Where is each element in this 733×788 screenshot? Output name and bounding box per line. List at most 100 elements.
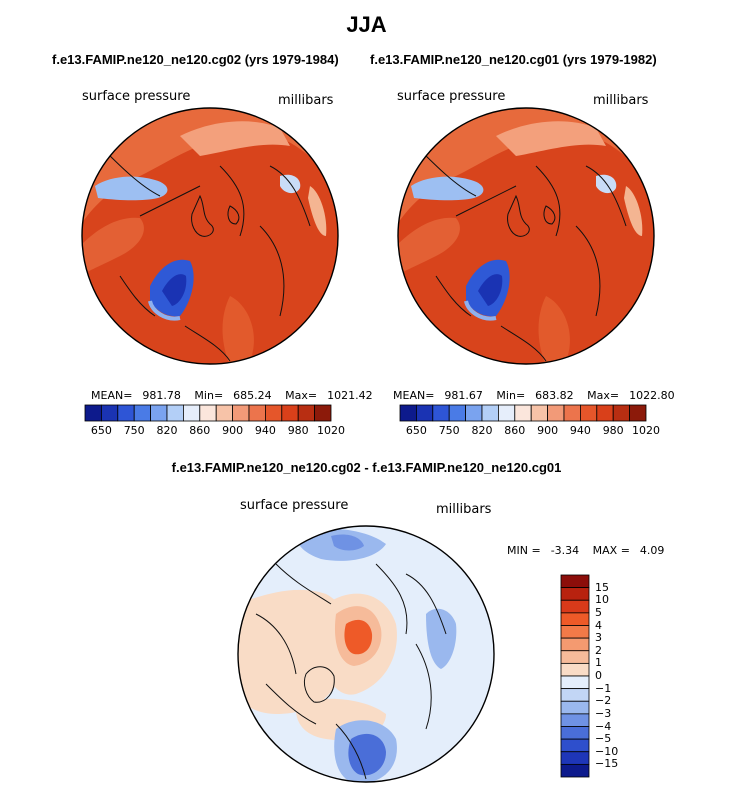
right-colorbar-box <box>629 404 647 422</box>
left-colorbar-box <box>199 404 217 422</box>
left-colorbar-box <box>232 404 250 422</box>
left-colorbar-box <box>314 404 332 422</box>
diff-colorbar-box <box>560 713 590 727</box>
left-map-land-w <box>82 217 144 276</box>
diff-colorbar-tick-label: 15 <box>595 580 609 594</box>
diff-variable-label: surface pressure <box>240 498 349 513</box>
left-colorbar-tick-label: 940 <box>254 424 276 437</box>
diff-colorbar-box <box>560 751 590 765</box>
right-map-low-north <box>411 176 484 201</box>
right-colorbar-box <box>530 404 548 422</box>
diff-map-positive-west <box>238 589 350 714</box>
right-colorbar-tick-label: 1020 <box>632 424 660 437</box>
diff-colorbar-tick-label: −4 <box>595 719 612 733</box>
diff-map-neg-south-core <box>348 733 386 776</box>
diff-colorbar-box <box>560 612 590 626</box>
left-min-value: 685.24 <box>233 389 272 402</box>
left-colorbar-labels: 650 750 820 860 900 940 980 1020 <box>85 424 345 438</box>
diff-colorbar-tick-label: −1 <box>595 681 612 695</box>
diff-colorbar-box <box>560 763 590 778</box>
right-units-label: millibars <box>593 93 649 108</box>
left-units-label: millibars <box>278 93 334 108</box>
right-variable-label: surface pressure <box>397 89 506 104</box>
right-min-value: 683.82 <box>535 389 574 402</box>
diff-colorbar-box <box>560 675 590 690</box>
diff-min-label: MIN = <box>507 544 541 557</box>
right-colorbar-box <box>563 404 581 422</box>
right-colorbar-tick-label: 940 <box>569 424 591 437</box>
left-colorbar-box <box>133 404 152 422</box>
right-map-greenland-core <box>478 274 503 306</box>
right-colorbar-box <box>498 404 516 422</box>
diff-colorbar-tick-label: 4 <box>595 618 602 632</box>
right-mean-value: 981.67 <box>444 389 483 402</box>
diff-colorbar-box <box>560 625 590 639</box>
diff-units-label: millibars <box>436 502 492 517</box>
diff-colorbar-box <box>560 726 590 740</box>
diff-colorbar <box>560 574 590 778</box>
left-colorbar-tick-label: 1020 <box>317 424 345 437</box>
right-max-label: Max= <box>587 389 620 402</box>
left-mean-label: MEAN= <box>91 389 133 402</box>
left-colorbar-tick-label: 650 <box>90 424 112 437</box>
right-map-land-w <box>398 217 460 276</box>
right-map-border <box>397 107 655 365</box>
diff-colorbar-box <box>560 738 590 753</box>
right-colorbar-tick-label: 750 <box>438 424 460 437</box>
right-colorbar-box <box>579 404 598 422</box>
right-map-plateau <box>496 121 606 156</box>
diff-map-neg-east <box>426 608 457 669</box>
diff-colorbar-tick-label: −15 <box>595 757 619 771</box>
left-map <box>81 107 339 365</box>
right-map-coastlines <box>415 145 627 362</box>
diff-map-pos-max <box>344 619 373 655</box>
right-colorbar-box <box>514 404 532 422</box>
right-colorbar-box <box>612 404 630 422</box>
diff-minmax: MIN = -3.34 MAX = 4.09 <box>507 544 674 557</box>
left-colorbar-tick-label: 820 <box>156 424 178 437</box>
left-colorbar-box <box>100 404 119 422</box>
left-colorbar-box <box>281 404 299 422</box>
left-map-greenland-core <box>162 274 187 306</box>
diff-colorbar-labels: 15 10 5 4 3 2 1 0 −1 −2 −3 −4 −5 −10 −15 <box>595 575 635 777</box>
main-title: JJA <box>346 12 387 37</box>
right-map-islands <box>507 194 556 237</box>
diff-colorbar-box <box>560 688 590 702</box>
right-colorbar-tick-label: 650 <box>405 424 427 437</box>
left-map-greenland-edge <box>148 300 181 321</box>
diff-colorbar-box <box>560 650 590 664</box>
right-map-land-s <box>538 296 570 364</box>
left-colorbar-box <box>264 404 283 422</box>
diff-colorbar-box <box>560 700 590 715</box>
diff-map-neg-north-core <box>331 534 364 551</box>
diff-colorbar-box <box>560 587 590 601</box>
diff-colorbar-tick-label: 2 <box>595 643 602 657</box>
diff-map-coastlines <box>255 563 447 780</box>
right-case-title: f.e13.FAMIP.ne120_ne120.cg01 (yrs 1979-1… <box>370 52 657 67</box>
right-colorbar-tick-label: 860 <box>504 424 526 437</box>
right-colorbar-box <box>448 404 467 422</box>
diff-max-label: MAX = <box>592 544 630 557</box>
right-colorbar-box <box>415 404 434 422</box>
diff-min-value: -3.34 <box>550 544 580 557</box>
diff-title: f.e13.FAMIP.ne120_ne120.cg02 - f.e13.FAM… <box>171 460 562 475</box>
left-colorbar-box <box>215 404 233 422</box>
right-min-label: Min= <box>496 389 526 402</box>
diff-colorbar-box <box>560 662 590 677</box>
diff-map-greenland-outline <box>303 666 335 703</box>
diff-colorbar-box <box>560 637 590 652</box>
right-colorbar-box <box>432 404 450 422</box>
diff-max-value: 4.09 <box>639 544 665 557</box>
left-stats: MEAN= 981.78 Min= 685.24 Max= 1021.42 <box>91 389 383 402</box>
left-colorbar-box <box>297 404 315 422</box>
diff-colorbar-box <box>560 599 590 614</box>
left-colorbar-box <box>117 404 135 422</box>
diff-colorbar-tick-label: −3 <box>595 706 612 720</box>
diff-colorbar-tick-label: −10 <box>595 744 619 758</box>
left-colorbar-tick-label: 860 <box>189 424 211 437</box>
left-map-border <box>81 107 339 365</box>
diff-colorbar-tick-label: 5 <box>595 605 602 619</box>
left-colorbar-box <box>150 404 168 422</box>
diff-colorbar-tick-label: 0 <box>595 669 602 682</box>
diff-colorbar-tick-label: 1 <box>595 656 602 670</box>
